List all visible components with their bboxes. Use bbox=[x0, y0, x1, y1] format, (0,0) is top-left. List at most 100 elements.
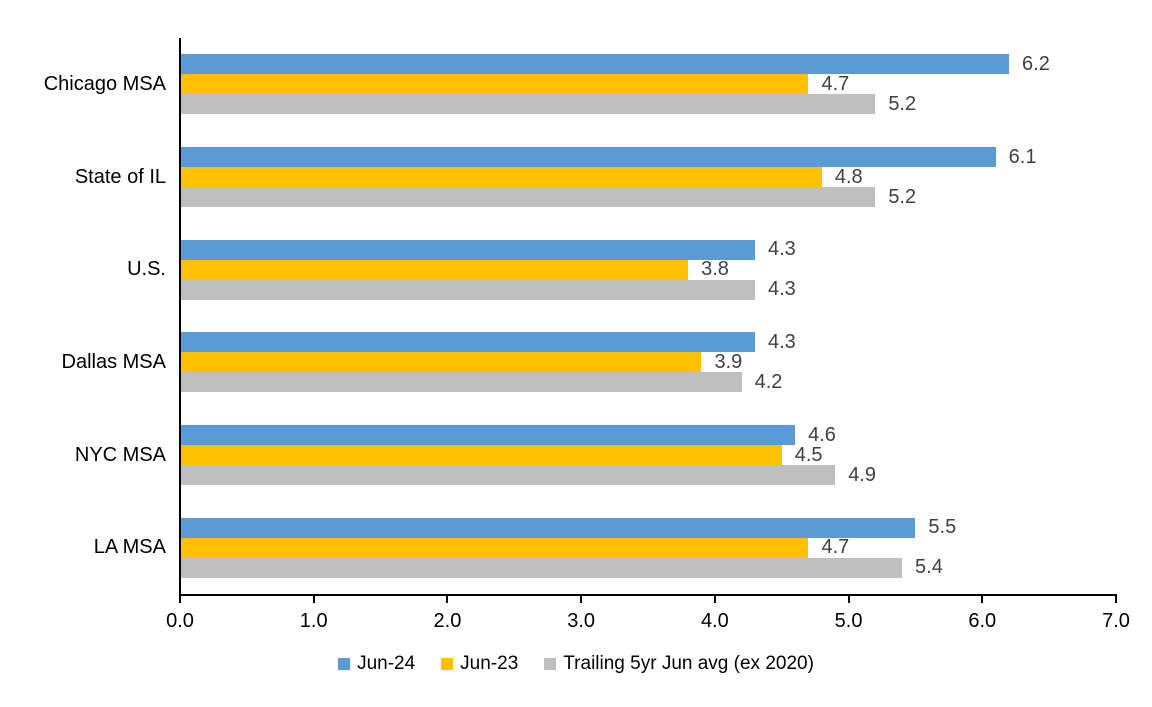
bar-line-jun-24: 4.6 bbox=[180, 423, 1116, 446]
x-axis-tick-label: 3.0 bbox=[567, 610, 596, 632]
bar-jun-24 bbox=[180, 54, 1010, 75]
x-axis-tick bbox=[847, 594, 850, 603]
x-axis-tick bbox=[981, 594, 984, 603]
bar-line-jun-24: 4.3 bbox=[180, 238, 1116, 261]
value-label: 4.5 bbox=[794, 443, 823, 466]
legend-item-jun-24: Jun-24 bbox=[338, 653, 415, 675]
x-axis-tick-label: 5.0 bbox=[834, 610, 863, 632]
bar-jun-24 bbox=[180, 425, 796, 446]
bar-trailing-5yr-jun-avg-ex-2020 bbox=[180, 372, 742, 393]
value-label: 4.6 bbox=[808, 423, 836, 446]
value-label: 4.3 bbox=[767, 330, 796, 353]
bar-line-jun-24: 6.2 bbox=[180, 52, 1116, 75]
legend-label: Jun-23 bbox=[460, 653, 519, 674]
category-label: U.S. bbox=[127, 258, 166, 281]
value-label: 4.3 bbox=[767, 238, 796, 261]
value-label: 5.2 bbox=[888, 185, 917, 208]
value-label: 5.2 bbox=[888, 92, 917, 115]
bar-group: 4.6 4.5 4.9 bbox=[180, 409, 1116, 502]
x-axis-tick-label: 4.0 bbox=[700, 610, 729, 632]
x-axis-tick-label: 2.0 bbox=[433, 610, 462, 632]
bar-jun-24 bbox=[180, 332, 755, 353]
legend-label: Trailing 5yr Jun avg (ex 2020) bbox=[563, 653, 814, 674]
value-label: 5.5 bbox=[928, 516, 957, 539]
legend-swatch-icon bbox=[338, 658, 351, 670]
bar-line-trailing-5yr-jun-avg-ex-2020: 5.4 bbox=[180, 556, 1116, 579]
legend-item-trailing-5yr-jun-avg-ex-2020: Trailing 5yr Jun avg (ex 2020) bbox=[544, 653, 814, 675]
bar-trailing-5yr-jun-avg-ex-2020 bbox=[180, 94, 876, 115]
bar-line-jun-24: 4.3 bbox=[180, 330, 1116, 353]
bar-group: 6.2 4.7 5.2 bbox=[180, 38, 1116, 131]
x-axis-tick bbox=[1115, 594, 1117, 603]
category-label: NYC MSA bbox=[74, 443, 166, 466]
bar-trailing-5yr-jun-avg-ex-2020 bbox=[180, 279, 755, 300]
bar-line-jun-23: 4.7 bbox=[180, 72, 1116, 95]
value-label: 6.1 bbox=[1008, 145, 1037, 168]
bar-jun-23 bbox=[180, 445, 782, 466]
bar-jun-24 bbox=[180, 147, 996, 167]
category-label: State of IL bbox=[74, 165, 166, 188]
value-label: 4.8 bbox=[834, 165, 863, 188]
value-label: 4.2 bbox=[754, 370, 783, 393]
x-axis-tick-label: 7.0 bbox=[1102, 610, 1130, 632]
category-group-la-msa: LA MSA 5.5 4.7 5.4 bbox=[0, 501, 1152, 594]
legend-item-jun-23: Jun-23 bbox=[441, 653, 518, 675]
bar-line-jun-23: 4.5 bbox=[180, 443, 1116, 466]
bar-line-jun-23: 3.9 bbox=[180, 350, 1116, 373]
value-label: 5.4 bbox=[915, 556, 943, 579]
x-axis-tick bbox=[446, 594, 449, 603]
value-label: 3.9 bbox=[714, 350, 743, 373]
x-axis-tick-label: 1.0 bbox=[299, 610, 328, 632]
bar-jun-23 bbox=[180, 167, 822, 187]
category-group-u-s: U.S. 4.3 3.8 4.3 bbox=[0, 223, 1152, 316]
bar-jun-24 bbox=[180, 239, 755, 260]
category-label: LA MSA bbox=[93, 536, 166, 559]
category-group-nyc-msa: NYC MSA 4.6 4.5 4.9 bbox=[0, 409, 1152, 502]
bar-line-jun-23: 4.7 bbox=[180, 536, 1116, 559]
x-axis-tick bbox=[312, 594, 315, 603]
bar-line-trailing-5yr-jun-avg-ex-2020: 5.2 bbox=[180, 185, 1116, 208]
x-axis-tick-label: 6.0 bbox=[968, 610, 997, 632]
bar-line-jun-24: 5.5 bbox=[180, 516, 1116, 539]
value-label: 6.2 bbox=[1022, 52, 1050, 75]
value-label: 4.3 bbox=[767, 278, 796, 301]
category-group-chicago-msa: Chicago MSA 6.2 4.7 5.2 bbox=[0, 38, 1152, 131]
x-axis-tick bbox=[580, 594, 583, 603]
bar-jun-24 bbox=[180, 517, 916, 538]
bar-trailing-5yr-jun-avg-ex-2020 bbox=[180, 557, 903, 578]
category-group-dallas-msa: Dallas MSA 4.3 3.9 4.2 bbox=[0, 316, 1152, 409]
category-label: Dallas MSA bbox=[61, 350, 166, 373]
value-label: 4.9 bbox=[848, 463, 876, 486]
bar-line-trailing-5yr-jun-avg-ex-2020: 4.3 bbox=[180, 278, 1116, 301]
value-label: 4.7 bbox=[821, 72, 850, 95]
value-label: 4.7 bbox=[821, 536, 850, 559]
bar-line-jun-23: 3.8 bbox=[180, 258, 1116, 281]
y-axis-line bbox=[179, 38, 181, 596]
category-group-state-of-il: State of IL 6.1 4.8 5.2 bbox=[0, 131, 1152, 224]
bar-trailing-5yr-jun-avg-ex-2020 bbox=[180, 465, 836, 486]
bar-group: 4.3 3.9 4.2 bbox=[180, 316, 1116, 409]
bar-line-jun-23: 4.8 bbox=[180, 165, 1116, 188]
value-label: 3.8 bbox=[701, 258, 729, 281]
bar-trailing-5yr-jun-avg-ex-2020 bbox=[180, 187, 876, 207]
legend-label: Jun-24 bbox=[357, 653, 416, 674]
legend-swatch-icon bbox=[441, 658, 454, 670]
chart-rows: Chicago MSA 6.2 4.7 5.2 State of IL 6.1 4.8 5.2… bbox=[0, 38, 1152, 594]
x-axis: 0.0 1.0 2.0 3.0 4.0 5.0 6.0 7.0 bbox=[166, 594, 1130, 632]
bar-jun-23 bbox=[180, 352, 702, 373]
bar-group: 4.3 3.8 4.3 bbox=[180, 223, 1116, 316]
bar-group: 6.1 4.8 5.2 bbox=[180, 131, 1116, 224]
bar-line-trailing-5yr-jun-avg-ex-2020: 4.9 bbox=[180, 463, 1116, 486]
x-axis-tick bbox=[179, 594, 181, 603]
bar-group: 5.5 4.7 5.4 bbox=[180, 501, 1116, 594]
bar-line-trailing-5yr-jun-avg-ex-2020: 4.2 bbox=[180, 370, 1116, 393]
legend: Jun-24 Jun-23 Trailing 5yr Jun avg (ex 202… bbox=[0, 653, 1152, 675]
bar-jun-23 bbox=[180, 74, 809, 95]
bar-jun-23 bbox=[180, 537, 809, 558]
legend-swatch-icon bbox=[544, 658, 557, 670]
x-axis-tick-label: 0.0 bbox=[166, 610, 194, 632]
x-axis-tick bbox=[713, 594, 716, 603]
bar-jun-23 bbox=[180, 259, 689, 280]
bar-line-jun-24: 6.1 bbox=[180, 145, 1116, 168]
